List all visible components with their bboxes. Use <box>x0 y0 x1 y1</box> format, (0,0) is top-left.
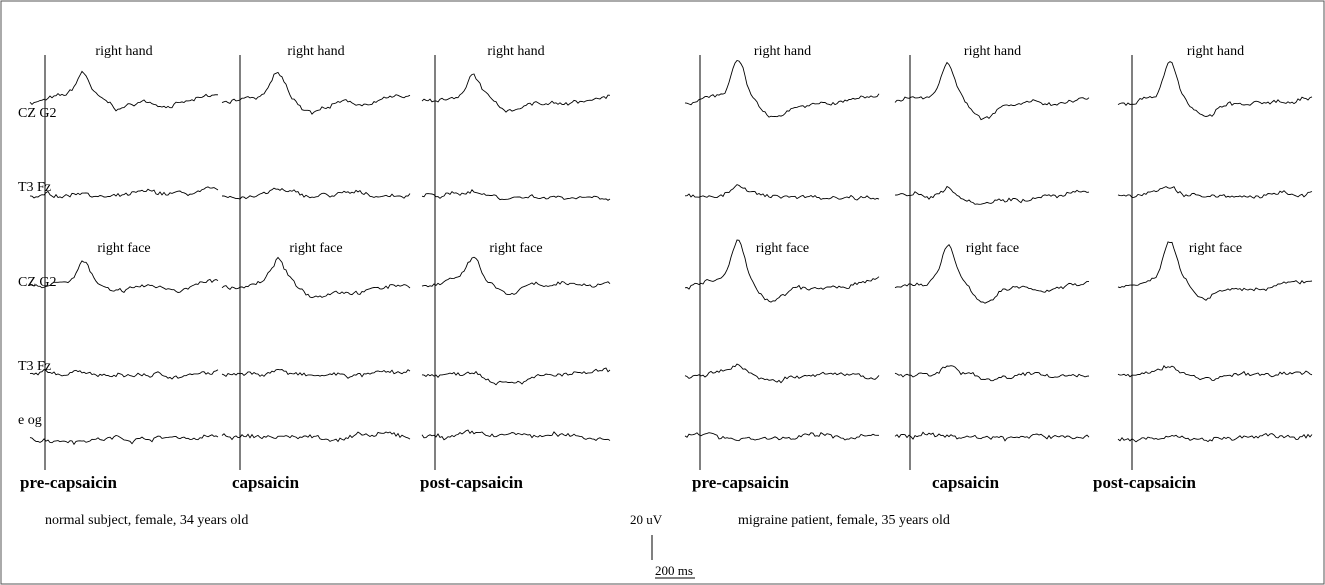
eeg-trace <box>221 71 411 115</box>
eeg-trace <box>684 363 880 384</box>
stimulus-label: right hand <box>95 44 152 59</box>
stimulus-label: right hand <box>754 44 811 59</box>
stimulus-label: right hand <box>487 44 544 59</box>
eeg-trace <box>894 244 1089 304</box>
eeg-trace <box>421 73 611 113</box>
eeg-trace <box>684 184 880 201</box>
eeg-trace <box>894 365 1090 382</box>
eeg-trace <box>221 368 411 379</box>
eeg-trace <box>221 256 411 299</box>
condition-label: pre-capsaicin <box>20 473 118 492</box>
scale-amplitude-label: 20 uV <box>630 512 663 527</box>
row-label: CZ G2 <box>18 275 57 290</box>
eeg-trace <box>1117 433 1313 443</box>
eeg-trace <box>29 369 219 380</box>
eeg-trace <box>1117 61 1313 117</box>
eeg-trace <box>29 434 219 446</box>
panel-caption: migraine patient, female, 35 years old <box>738 513 950 528</box>
eeg-trace <box>421 189 611 201</box>
eeg-trace <box>684 59 880 118</box>
eeg-trace <box>894 431 1090 442</box>
stimulus-label: right hand <box>287 44 344 59</box>
condition-label: pre-capsaicin <box>692 473 790 492</box>
stimulus-label: right hand <box>964 44 1021 59</box>
eeg-trace <box>1117 186 1313 199</box>
condition-label: capsaicin <box>932 473 1000 492</box>
eeg-trace <box>30 260 219 293</box>
eeg-trace <box>684 432 879 442</box>
row-label: T3 Fz <box>18 180 51 195</box>
eeg-trace <box>221 431 411 443</box>
row-label: CZ G2 <box>18 106 57 121</box>
eeg-trace <box>1117 365 1313 381</box>
stimulus-label: right face <box>1189 241 1242 256</box>
row-label: T3 Fz <box>18 359 51 374</box>
scale-time-label: 200 ms <box>655 563 693 578</box>
eeg-trace <box>1117 241 1313 301</box>
condition-label: post-capsaicin <box>1093 473 1197 492</box>
stimulus-label: right face <box>489 241 542 256</box>
condition-label: post-capsaicin <box>420 473 524 492</box>
eeg-trace <box>221 187 411 200</box>
eeg-trace <box>421 429 611 441</box>
eeg-trace <box>29 70 219 112</box>
eeg-trace <box>894 61 1090 121</box>
stimulus-label: right face <box>966 241 1019 256</box>
eeg-trace <box>421 256 611 296</box>
stimulus-label: right hand <box>1187 44 1244 59</box>
eeg-trace <box>894 185 1090 205</box>
panel-caption: normal subject, female, 34 years old <box>45 513 248 528</box>
eeg-trace <box>29 186 219 199</box>
row-label: e og <box>18 413 42 428</box>
stimulus-label: right face <box>97 241 150 256</box>
eeg-trace <box>421 367 611 386</box>
stimulus-label: right face <box>756 241 809 256</box>
condition-label: capsaicin <box>232 473 300 492</box>
stimulus-label: right face <box>289 241 342 256</box>
eeg-trace <box>684 239 880 303</box>
